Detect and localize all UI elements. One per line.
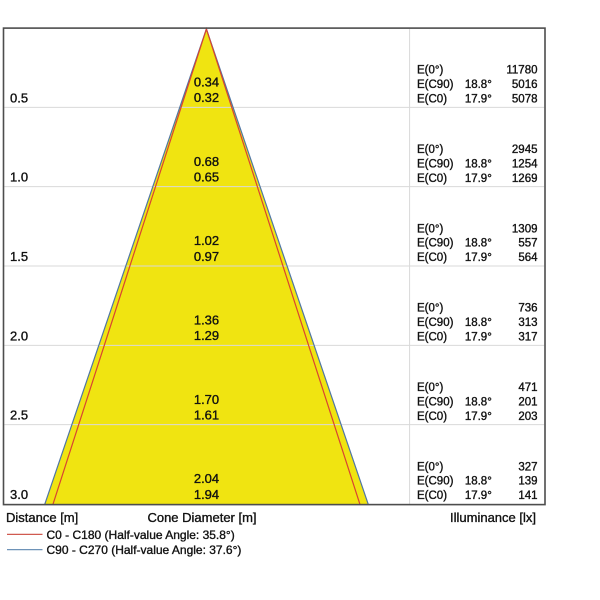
svg-text:17.9°: 17.9° — [465, 94, 492, 106]
svg-text:317: 317 — [518, 332, 537, 344]
svg-text:17.9°: 17.9° — [465, 411, 492, 423]
svg-text:Illuminance [lx]: Illuminance [lx] — [450, 510, 536, 525]
svg-text:1309: 1309 — [512, 223, 538, 235]
svg-text:E(C90): E(C90) — [417, 317, 454, 329]
svg-text:1.70: 1.70 — [194, 392, 219, 407]
svg-text:E(C90): E(C90) — [417, 79, 454, 91]
svg-text:18.8°: 18.8° — [465, 476, 492, 488]
svg-text:201: 201 — [518, 396, 537, 408]
svg-text:E(C90): E(C90) — [417, 476, 454, 488]
svg-text:17.9°: 17.9° — [465, 252, 492, 264]
svg-text:564: 564 — [518, 252, 538, 264]
svg-text:1.02: 1.02 — [194, 233, 219, 248]
svg-text:E(0°): E(0°) — [417, 461, 443, 473]
svg-text:736: 736 — [518, 303, 537, 315]
svg-text:0.65: 0.65 — [194, 170, 219, 185]
svg-text:E(0°): E(0°) — [417, 382, 443, 394]
svg-text:E(C90): E(C90) — [417, 396, 454, 408]
svg-text:1.94: 1.94 — [194, 487, 219, 502]
svg-text:2.5: 2.5 — [10, 408, 28, 423]
svg-text:11780: 11780 — [506, 65, 537, 77]
svg-text:0.97: 0.97 — [194, 249, 219, 264]
svg-text:0.5: 0.5 — [10, 90, 28, 105]
svg-text:18.8°: 18.8° — [465, 317, 492, 329]
svg-text:E(C0): E(C0) — [417, 173, 447, 185]
svg-text:0.34: 0.34 — [194, 75, 219, 90]
svg-text:18.8°: 18.8° — [465, 396, 492, 408]
svg-text:C90 - C270 (Half-value Angle:: C90 - C270 (Half-value Angle: 37.6°) — [47, 543, 242, 557]
svg-text:18.8°: 18.8° — [465, 158, 492, 170]
svg-text:1.0: 1.0 — [10, 170, 28, 185]
svg-text:1.61: 1.61 — [194, 408, 219, 423]
svg-text:E(0°): E(0°) — [417, 303, 443, 315]
svg-text:17.9°: 17.9° — [465, 490, 492, 502]
svg-text:E(0°): E(0°) — [417, 144, 443, 156]
svg-text:5016: 5016 — [512, 79, 538, 91]
svg-text:139: 139 — [518, 476, 537, 488]
svg-text:17.9°: 17.9° — [465, 332, 492, 344]
svg-text:18.8°: 18.8° — [465, 79, 492, 91]
svg-text:C0 - C180 (Half-value Angle: 3: C0 - C180 (Half-value Angle: 35.8°) — [47, 528, 235, 542]
svg-text:2.04: 2.04 — [194, 471, 219, 486]
svg-text:2.0: 2.0 — [10, 328, 28, 343]
svg-text:2945: 2945 — [512, 144, 538, 156]
svg-text:313: 313 — [518, 317, 537, 329]
svg-text:E(C0): E(C0) — [417, 411, 447, 423]
svg-text:0.68: 0.68 — [194, 154, 219, 169]
svg-text:E(C90): E(C90) — [417, 238, 454, 250]
svg-text:471: 471 — [518, 382, 537, 394]
svg-text:1254: 1254 — [512, 158, 538, 170]
svg-text:E(C0): E(C0) — [417, 490, 447, 502]
svg-text:1.29: 1.29 — [194, 328, 219, 343]
svg-text:E(C0): E(C0) — [417, 94, 447, 106]
svg-text:0.32: 0.32 — [194, 90, 219, 105]
svg-text:18.8°: 18.8° — [465, 238, 492, 250]
svg-text:E(C90): E(C90) — [417, 158, 454, 170]
svg-text:E(C0): E(C0) — [417, 252, 447, 264]
svg-text:203: 203 — [518, 411, 537, 423]
svg-text:1.5: 1.5 — [10, 249, 28, 264]
svg-text:Cone Diameter [m]: Cone Diameter [m] — [147, 510, 256, 525]
svg-text:327: 327 — [518, 461, 537, 473]
svg-text:557: 557 — [518, 238, 537, 250]
svg-text:Distance [m]: Distance [m] — [6, 510, 78, 525]
svg-text:1269: 1269 — [512, 173, 538, 185]
svg-text:E(0°): E(0°) — [417, 223, 443, 235]
svg-text:E(0°): E(0°) — [417, 65, 443, 77]
svg-text:3.0: 3.0 — [10, 487, 28, 502]
svg-text:141: 141 — [518, 490, 537, 502]
svg-text:E(C0): E(C0) — [417, 332, 447, 344]
svg-text:17.9°: 17.9° — [465, 173, 492, 185]
svg-text:1.36: 1.36 — [194, 313, 219, 328]
svg-text:5078: 5078 — [512, 94, 538, 106]
